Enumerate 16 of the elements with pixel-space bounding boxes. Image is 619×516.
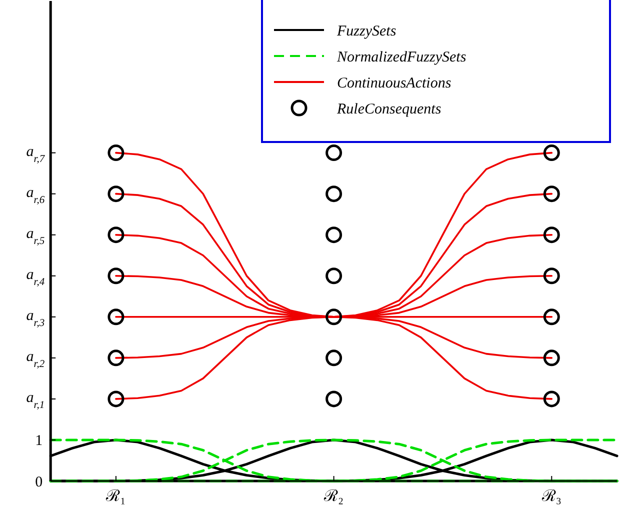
text: a$_{r,1}$	[26, 390, 45, 410]
legend-label: RuleConsequents	[336, 101, 442, 118]
text: a$_{r,5}$	[26, 226, 45, 246]
legend-label: ContinuousActions	[337, 75, 452, 92]
y-tick-label: 1	[35, 433, 43, 450]
text: a$_{r,4}$	[26, 266, 46, 288]
text: a$_{r,7}$	[26, 144, 46, 164]
text: a$_{r,6}$	[26, 184, 46, 206]
x-tick-label: ℛ₃	[540, 488, 562, 505]
text: a$_{r,2}$	[26, 348, 46, 370]
text: a$_{r,3}$	[26, 308, 45, 328]
x-tick-label: ℛ₂	[323, 488, 344, 505]
y-tick-label: 0	[35, 474, 43, 490]
legend-label: NormalizedFuzzySets	[336, 49, 466, 66]
x-tick-label: ℛ₁	[105, 488, 126, 505]
legend-label: FuzzySets	[336, 23, 396, 40]
